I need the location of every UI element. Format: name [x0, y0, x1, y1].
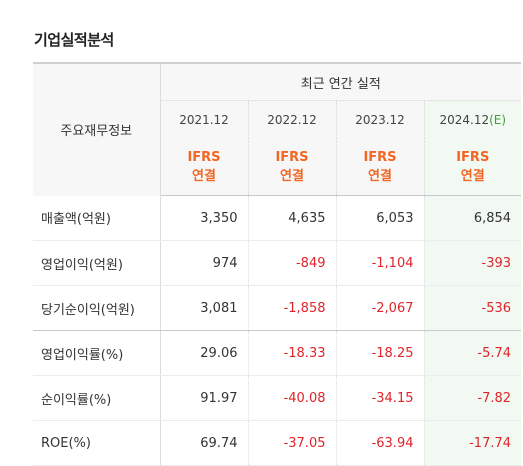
accounting-standard: IFRS 연결 — [424, 138, 522, 196]
value-cell: 69.74 — [160, 420, 249, 466]
estimate-marker: (E) — [489, 112, 507, 127]
value-cell: 91.97 — [160, 375, 249, 421]
value-cell: 29.06 — [160, 330, 249, 376]
value-cell: -393 — [424, 240, 522, 286]
value-cell: -536 — [424, 285, 522, 331]
row-label: 매출액(억원) — [33, 195, 161, 241]
value-cell: -18.33 — [248, 330, 337, 376]
table-row: 당기순이익(억원) 3,081 -1,858 -2,067 -536 — [33, 285, 522, 331]
year-header: 2023.12 — [336, 100, 425, 138]
financial-summary-table: 주요재무정보 최근 연간 실적 2021.12 2022.12 2023.12 … — [33, 62, 522, 466]
value-cell: -1,104 — [336, 240, 425, 286]
value-cell: 6,854 — [424, 195, 522, 241]
row-label: 영업이익률(%) — [33, 330, 161, 376]
year-header-estimate: 2024.12(E) — [424, 100, 522, 138]
accounting-standard: IFRS 연결 — [160, 138, 249, 196]
label-column-header: 주요재무정보 — [33, 62, 161, 196]
value-cell: -37.05 — [248, 420, 337, 466]
row-label: 순이익률(%) — [33, 375, 161, 421]
table-row: 영업이익률(%) 29.06 -18.33 -18.25 -5.74 — [33, 330, 522, 376]
value-cell: -40.08 — [248, 375, 337, 421]
table-row: 매출액(억원) 3,350 4,635 6,053 6,854 — [33, 195, 522, 241]
value-cell: 6,053 — [336, 195, 425, 241]
year-header: 2022.12 — [248, 100, 337, 138]
value-cell: -2,067 — [336, 285, 425, 331]
value-cell: 3,350 — [160, 195, 249, 241]
value-cell: -63.94 — [336, 420, 425, 466]
value-cell: 974 — [160, 240, 249, 286]
row-label: ROE(%) — [33, 420, 161, 466]
year-header: 2021.12 — [160, 100, 249, 138]
group-header: 최근 연간 실적 — [160, 62, 522, 101]
accounting-standard: IFRS 연결 — [336, 138, 425, 196]
table-row: ROE(%) 69.74 -37.05 -63.94 -17.74 — [33, 420, 522, 466]
value-cell: -34.15 — [336, 375, 425, 421]
row-label: 당기순이익(억원) — [33, 285, 161, 331]
value-cell: -1,858 — [248, 285, 337, 331]
value-cell: -17.74 — [424, 420, 522, 466]
value-cell: -7.82 — [424, 375, 522, 421]
table-row: 순이익률(%) 91.97 -40.08 -34.15 -7.82 — [33, 375, 522, 421]
value-cell: -849 — [248, 240, 337, 286]
accounting-standard: IFRS 연결 — [248, 138, 337, 196]
value-cell: -5.74 — [424, 330, 522, 376]
value-cell: 4,635 — [248, 195, 337, 241]
table-row: 영업이익(억원) 974 -849 -1,104 -393 — [33, 240, 522, 286]
row-label: 영업이익(억원) — [33, 240, 161, 286]
section-title: 기업실적분석 — [34, 31, 114, 49]
value-cell: 3,081 — [160, 285, 249, 331]
value-cell: -18.25 — [336, 330, 425, 376]
